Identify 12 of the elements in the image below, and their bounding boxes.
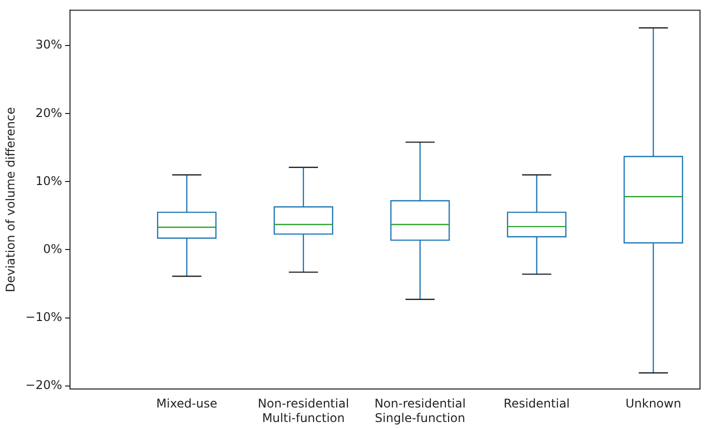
x-tick-label: Non-residential Single-function bbox=[374, 396, 466, 425]
x-tick-label: Residential bbox=[504, 396, 570, 411]
y-tick-label: −20% bbox=[25, 378, 62, 392]
x-tick-label: Mixed-use bbox=[156, 396, 218, 411]
y-tick-label: 20% bbox=[35, 106, 62, 120]
x-tick-label: Non-residential Multi-function bbox=[258, 396, 350, 425]
y-axis-title: Deviation of volume difference bbox=[3, 107, 18, 292]
y-tick-label: 0% bbox=[43, 242, 62, 256]
y-tick-label: 10% bbox=[35, 174, 62, 188]
y-tick-label: 30% bbox=[35, 38, 62, 52]
y-tick-label: −10% bbox=[25, 310, 62, 324]
x-tick-label: Unknown bbox=[625, 396, 682, 411]
